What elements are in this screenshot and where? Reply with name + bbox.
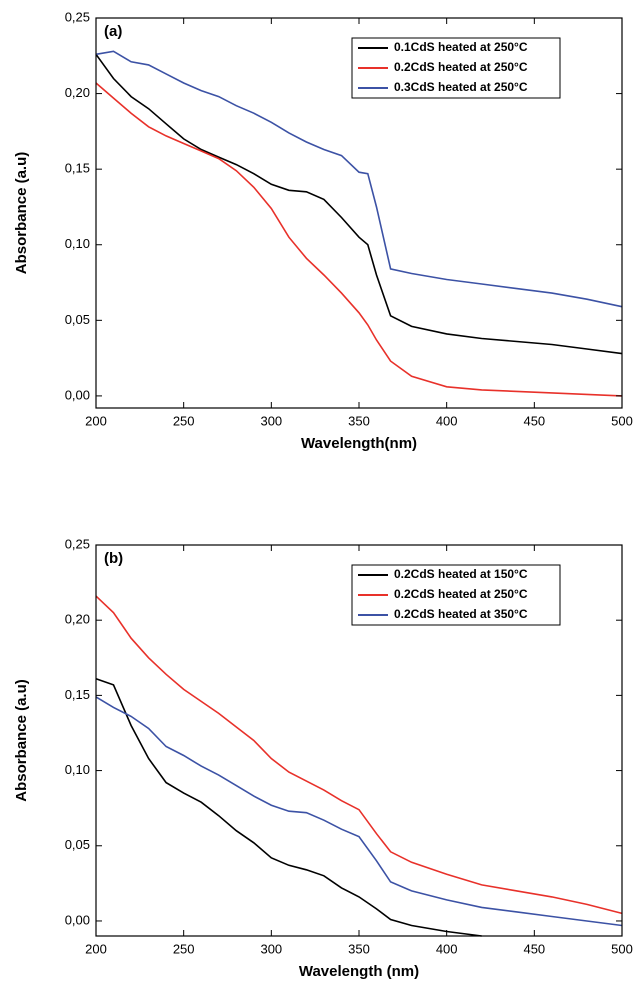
data-line [95, 82, 623, 397]
legend-label: 0.3CdS heated at 250°C [394, 80, 528, 94]
x-axis-label: Wavelength (nm) [299, 963, 419, 980]
legend-label: 0.2CdS heated at 350°C [394, 607, 528, 621]
data-line [95, 595, 623, 915]
legend-label: 0.1CdS heated at 250°C [394, 40, 528, 54]
y-tick-label: 0,10 [65, 762, 90, 777]
y-tick-label: 0,00 [65, 387, 90, 402]
y-tick-label: 0,25 [65, 536, 90, 551]
data-line [95, 678, 482, 937]
y-tick-label: 0,20 [65, 612, 90, 627]
panel-label: (b) [104, 550, 123, 567]
x-tick-label: 300 [260, 941, 282, 956]
y-tick-label: 0,10 [65, 236, 90, 251]
x-tick-label: 400 [436, 941, 458, 956]
y-tick-label: 0,15 [65, 161, 90, 176]
data-line [95, 53, 623, 355]
legend-label: 0.2CdS heated at 250°C [394, 60, 528, 74]
y-tick-label: 0,15 [65, 687, 90, 702]
legend-label: 0.2CdS heated at 150°C [394, 567, 528, 581]
x-axis-label: Wavelength(nm) [301, 435, 417, 452]
y-tick-label: 0,05 [65, 312, 90, 327]
y-tick-label: 0,20 [65, 85, 90, 100]
data-line [95, 696, 623, 927]
x-tick-label: 250 [173, 941, 195, 956]
y-tick-label: 0,05 [65, 837, 90, 852]
x-tick-label: 400 [436, 413, 458, 428]
data-line [95, 50, 623, 308]
legend-label: 0.2CdS heated at 250°C [394, 587, 528, 601]
x-tick-label: 200 [85, 413, 107, 428]
y-tick-label: 0,25 [65, 9, 90, 24]
y-axis-label: Absorbance (a.u) [13, 152, 30, 275]
x-tick-label: 500 [611, 413, 633, 428]
x-tick-label: 350 [348, 413, 370, 428]
y-tick-label: 0,00 [65, 912, 90, 927]
panel-label: (a) [104, 23, 122, 40]
x-tick-label: 450 [523, 413, 545, 428]
x-tick-label: 300 [260, 413, 282, 428]
y-axis-label: Absorbance (a.u) [13, 679, 30, 802]
x-tick-label: 250 [173, 413, 195, 428]
x-tick-label: 350 [348, 941, 370, 956]
x-tick-label: 200 [85, 941, 107, 956]
x-tick-label: 500 [611, 941, 633, 956]
x-tick-label: 450 [523, 941, 545, 956]
